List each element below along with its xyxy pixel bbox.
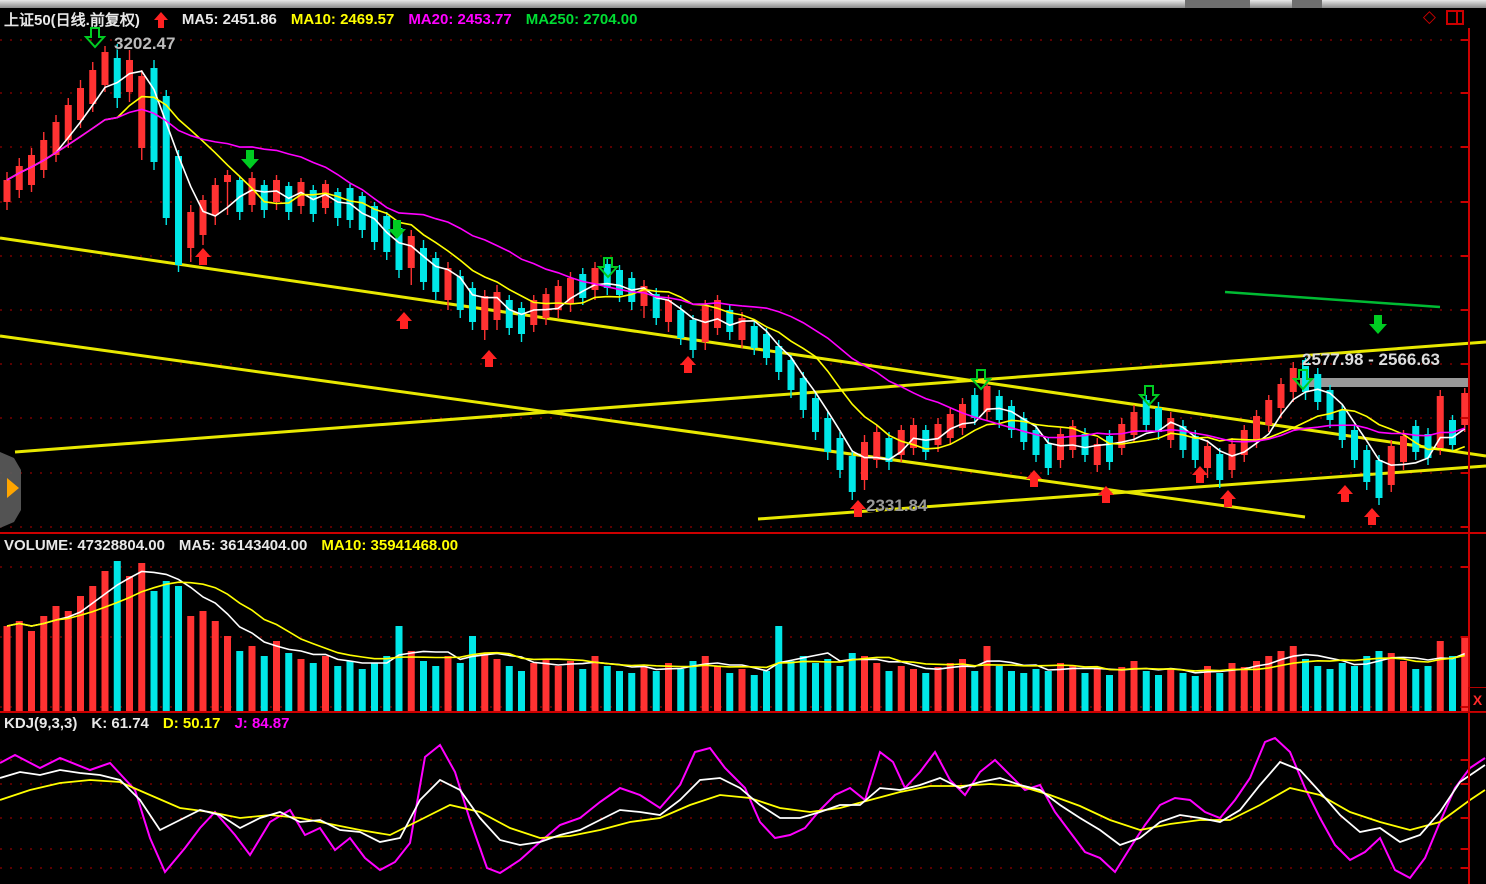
window-top-strip bbox=[0, 0, 1486, 8]
kdj-name: KDJ(9,3,3) bbox=[4, 715, 78, 732]
expand-arrow-icon bbox=[7, 478, 19, 498]
volume-value: VOLUME: 47328804.00 bbox=[4, 537, 165, 554]
header-icons: ◇ bbox=[1422, 7, 1464, 26]
ma250-legend: MA250: 2704.00 bbox=[525, 11, 638, 28]
kdj-header: KDJ(9,3,3) K: 61.74 D: 50.17 J: 84.87 bbox=[4, 715, 290, 732]
kdj-d-value: D: 50.17 bbox=[162, 715, 221, 732]
ma10-legend: MA10: 2469.57 bbox=[290, 11, 395, 28]
volume-header: VOLUME: 47328804.00 MA5: 36143404.00 MA1… bbox=[4, 537, 458, 554]
volume-ma10: MA10: 35941468.00 bbox=[321, 537, 459, 554]
expand-panel-tab[interactable] bbox=[0, 452, 26, 530]
ma20-legend: MA20: 2453.77 bbox=[408, 11, 512, 28]
ma5-legend: MA5: 2451.86 bbox=[181, 11, 277, 28]
kdj-k-value: K: 61.74 bbox=[91, 715, 149, 732]
volume-ma5: MA5: 36143404.00 bbox=[178, 537, 308, 554]
diamond-icon[interactable]: ◇ bbox=[1422, 7, 1436, 26]
symbol-title: 上证50(日线.前复权) bbox=[4, 12, 140, 29]
low-price-label: 2331.84 bbox=[866, 496, 928, 515]
peak-price-label: 3202.47 bbox=[114, 34, 176, 53]
top-strip-notch bbox=[1292, 0, 1322, 8]
top-strip-notch bbox=[1185, 0, 1250, 8]
close-indicator-button[interactable]: X bbox=[1468, 687, 1486, 713]
up-arrow-icon bbox=[153, 11, 168, 28]
close-x-icon: X bbox=[1472, 692, 1483, 708]
split-window-icon[interactable] bbox=[1446, 9, 1464, 25]
kdj-j-value: J: 84.87 bbox=[234, 715, 290, 732]
main-chart-header: 上证50(日线.前复权) MA5: 2451.86 MA10: 2469.57 … bbox=[4, 9, 637, 30]
gap-range-label: 2577.98 - 2566.63 bbox=[1302, 350, 1441, 369]
